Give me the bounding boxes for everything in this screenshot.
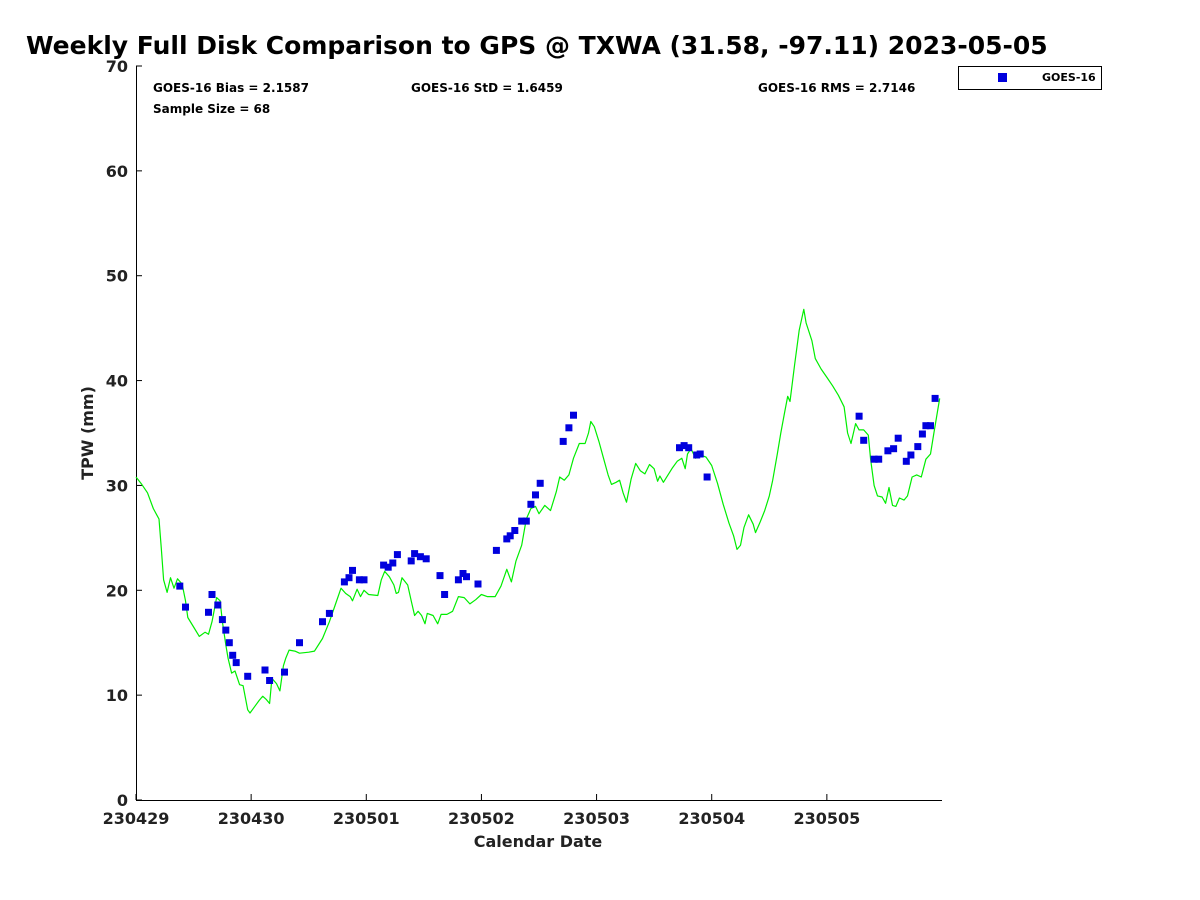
goes16-point xyxy=(393,551,401,559)
goes16-point xyxy=(411,550,419,558)
goes16-point xyxy=(703,473,711,481)
goes16-point xyxy=(914,443,922,451)
goes16-point xyxy=(511,527,519,534)
y-tick-label: 40 xyxy=(106,372,128,391)
chart-title: Weekly Full Disk Comparison to GPS @ TXW… xyxy=(26,31,1048,60)
goes16-point xyxy=(676,444,683,452)
goes16-point xyxy=(518,517,526,525)
goes16-point xyxy=(244,672,252,680)
goes16-point xyxy=(565,424,573,432)
x-tick-label: 230503 xyxy=(563,809,630,828)
legend-marker xyxy=(998,73,1007,82)
std-stat: GOES-16 StD = 1.6459 xyxy=(411,81,563,95)
goes16-point xyxy=(570,411,577,419)
goes16-point xyxy=(696,450,704,458)
x-axis-ticks: 230429 230430 230501 230502 230503 230504 2305… xyxy=(103,794,860,828)
legend-label-goes16: GOES-16 xyxy=(1042,71,1096,84)
goes16-point xyxy=(918,430,926,438)
goes16-point xyxy=(407,557,415,565)
legend-box xyxy=(958,66,1102,90)
x-axis-label: Calendar Date xyxy=(474,832,603,851)
goes16-point xyxy=(384,563,392,571)
goes16-point xyxy=(506,532,514,540)
goes16-point xyxy=(927,422,934,430)
goes16-point xyxy=(208,591,216,598)
rms-stat: GOES-16 RMS = 2.7146 xyxy=(758,81,915,95)
goes16-point xyxy=(340,578,348,586)
goes16-point xyxy=(319,618,326,626)
goes16-point xyxy=(474,580,482,588)
x-tick-label: 230430 xyxy=(218,809,285,828)
y-axis-label: TPW (mm) xyxy=(78,386,97,480)
goes16-point xyxy=(261,666,269,674)
goes16-point xyxy=(222,626,230,634)
goes16-point xyxy=(894,434,902,442)
goes16-point xyxy=(416,553,424,561)
goes16-point xyxy=(441,591,449,598)
goes16-point xyxy=(875,455,883,463)
goes16-point xyxy=(890,445,898,453)
goes16-point xyxy=(389,559,397,567)
x-tick-label: 230502 xyxy=(448,809,515,828)
goes16-point xyxy=(884,447,892,455)
goes16-point xyxy=(345,574,353,582)
x-tick-label: 230501 xyxy=(333,809,400,828)
goes16-point xyxy=(422,555,430,563)
goes16-point xyxy=(229,651,237,659)
goes16-point xyxy=(855,412,863,420)
goes16-point xyxy=(902,457,910,465)
goes16-point xyxy=(463,573,470,581)
x-tick-label: 230505 xyxy=(793,809,860,828)
y-tick-label: 20 xyxy=(106,581,128,600)
y-tick-label: 0 xyxy=(117,791,128,810)
goes16-point xyxy=(522,517,530,525)
goes16-point xyxy=(860,436,868,444)
goes16-point xyxy=(214,601,222,609)
goes16-point xyxy=(532,491,539,499)
x-tick-label: 230504 xyxy=(678,809,745,828)
goes16-point xyxy=(931,394,939,402)
y-tick-label: 30 xyxy=(106,476,128,495)
goes16-point xyxy=(225,639,233,647)
goes16-point xyxy=(922,422,930,430)
goes16-point xyxy=(355,576,363,584)
y-tick-label: 50 xyxy=(106,267,128,286)
y-tick-label: 60 xyxy=(106,162,128,181)
goes16-point xyxy=(436,572,444,580)
y-axis-ticks: 0 10 20 30 40 50 60 70 xyxy=(106,57,142,810)
y-tick-label: 70 xyxy=(106,57,128,76)
goes16-point xyxy=(380,561,388,569)
y-tick-label: 10 xyxy=(106,686,128,705)
goes16-point xyxy=(266,677,274,684)
goes16-point xyxy=(907,451,915,459)
legend: GOES-16 xyxy=(958,66,1102,90)
goes16-point xyxy=(349,566,356,574)
goes16-point xyxy=(685,444,693,452)
plot-area xyxy=(135,308,941,714)
sample-size-stat: Sample Size = 68 xyxy=(153,102,270,116)
goes16-point xyxy=(182,603,189,611)
goes16-point xyxy=(536,479,544,487)
goes16-point xyxy=(325,609,333,617)
goes16-point xyxy=(205,608,212,616)
goes16-point xyxy=(218,616,226,624)
goes16-point xyxy=(680,442,688,450)
gps-series-line xyxy=(135,308,941,714)
goes16-point xyxy=(176,582,184,590)
goes16-point xyxy=(454,576,462,584)
goes16-point xyxy=(559,437,567,445)
goes16-point xyxy=(492,546,500,554)
goes16-point xyxy=(360,576,368,584)
x-tick-label: 230429 xyxy=(103,809,170,828)
bias-stat: GOES-16 Bias = 2.1587 xyxy=(153,81,309,95)
goes16-point xyxy=(281,668,288,676)
goes16-point xyxy=(296,639,303,647)
goes16-point xyxy=(870,455,878,463)
goes16-point xyxy=(232,659,240,667)
goes16-point xyxy=(527,500,535,508)
